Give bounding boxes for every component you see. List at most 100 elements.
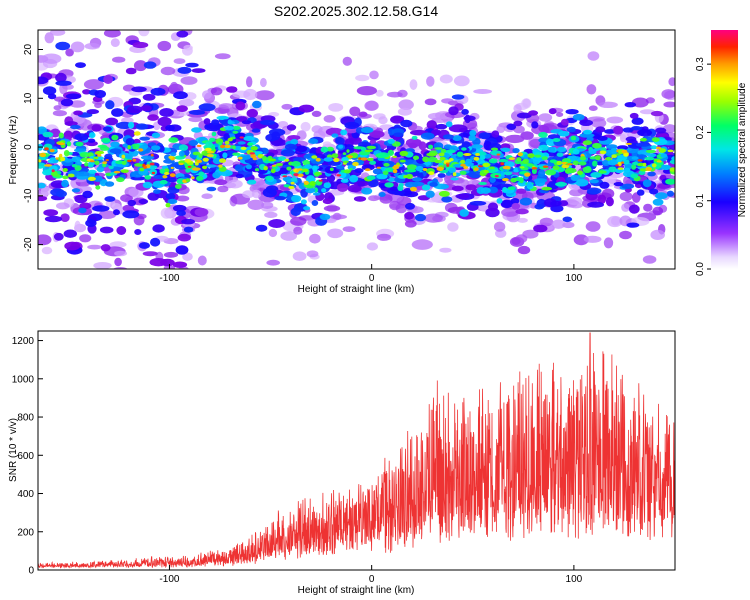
spectrogram-blob	[666, 190, 675, 197]
spectrogram-blob	[326, 146, 335, 152]
spectrogram-blob	[502, 187, 508, 192]
spectrogram-blob	[280, 149, 295, 157]
spectrogram-blob	[203, 118, 211, 125]
spectrogram-blob	[131, 86, 147, 93]
spectrogram-blob	[330, 214, 347, 220]
spectrogram-blob	[60, 213, 70, 222]
spectrogram-blob	[87, 176, 96, 181]
spectrogram-blob	[111, 134, 119, 141]
spectrogram-blob	[288, 185, 295, 190]
spectrogram-blob	[587, 201, 604, 208]
spectrogram-blob	[87, 169, 97, 174]
spectrogram-blob	[603, 237, 614, 249]
spectrogram-blob	[526, 163, 534, 167]
spectrogram-blob	[245, 164, 252, 170]
spectrogram-blob	[189, 110, 206, 115]
snr-frame	[37, 330, 676, 571]
spectrogram-blob	[260, 77, 267, 88]
spectrogram-blob	[83, 79, 104, 90]
spectrogram-blob	[56, 190, 67, 198]
spectrogram-blob	[489, 177, 496, 183]
spectrogram-blob	[490, 147, 499, 151]
spectrogram-blob	[311, 200, 319, 206]
spectrogram-blob	[93, 262, 112, 269]
spectrogram-blob	[320, 146, 329, 153]
snr-y-ticks: 0 200 400 600 800 1000 1200	[12, 336, 43, 577]
spectrogram-blob	[455, 193, 470, 199]
spectrogram-blob	[278, 167, 289, 175]
spectrogram-blob	[483, 169, 489, 174]
spectrogram-blob	[309, 233, 321, 244]
spectrogram-blob	[458, 132, 469, 138]
spectrogram-blob	[127, 270, 138, 279]
colorbar-ticks: 0.0 0.1 0.2 0.3	[695, 57, 711, 276]
spectrogram-blob	[426, 120, 437, 130]
spectrogram-blob	[406, 173, 413, 179]
spectrogram-blob	[135, 123, 149, 130]
spectrogram-blob	[110, 38, 120, 47]
spectrogram-blob	[140, 105, 152, 112]
spectrogram-blob	[250, 153, 257, 159]
spectrogram-blob	[623, 152, 629, 157]
spectrogram-blob	[469, 130, 477, 137]
spectrogram-blob	[328, 103, 344, 112]
spectrogram-blob	[290, 138, 299, 145]
spectrogram-blob	[437, 173, 446, 178]
spectrogram-blob	[631, 117, 644, 125]
spectrogram-blob	[142, 93, 156, 101]
spectrogram-blob	[439, 247, 452, 253]
spectrogram-blob	[290, 177, 298, 182]
spectrogram-blob	[282, 175, 288, 178]
spectrogram-blob	[412, 177, 423, 182]
spectrogram-blob	[460, 159, 466, 164]
spectrogram-blobs	[32, 30, 675, 305]
spectrogram-blob	[293, 226, 303, 235]
spectrogram-blob	[448, 106, 459, 116]
spectrogram-blob	[148, 299, 160, 305]
spectrogram-blob	[333, 157, 340, 163]
spectrogram-blob	[594, 155, 601, 161]
spectrogram-blob	[411, 135, 418, 140]
spectrogram-blob	[247, 199, 265, 210]
spectrogram-blob	[116, 226, 127, 235]
figure-title: S202.2025.302.12.58.G14	[274, 3, 438, 19]
spectrogram-blob	[507, 186, 516, 191]
spectrogram-blob	[655, 146, 662, 150]
spectrogram-blob	[559, 167, 566, 172]
spectrogram-blob	[32, 288, 51, 293]
spectrogram-blob	[442, 134, 454, 140]
spectrogram-blob	[606, 144, 618, 150]
snr-x-ticks: -100 0 100	[159, 565, 583, 585]
spectrogram-blob	[175, 195, 190, 202]
spectrogram-blob	[579, 156, 587, 161]
spectrogram-blob	[312, 165, 318, 172]
spectrogram-blob	[63, 229, 77, 238]
spectrogram-blob	[127, 145, 131, 150]
spectrogram-blob	[127, 105, 143, 114]
spectrogram-blob	[138, 198, 149, 205]
spectrogram-blob	[263, 166, 268, 171]
spectrogram-blob	[573, 234, 589, 246]
spectrogram-blob	[159, 108, 174, 117]
spectrogram-y-tick-label: 20	[23, 44, 34, 56]
spectrogram-blob	[344, 121, 360, 129]
spectrogram-blob	[103, 30, 121, 38]
spectrogram-blob	[446, 164, 450, 167]
spectrogram-blob	[578, 161, 587, 166]
spectrogram-blob	[102, 161, 108, 165]
spectrogram-blob	[113, 170, 121, 174]
spectrogram-blob	[52, 159, 59, 164]
spectrogram-blob	[322, 141, 332, 147]
spectrogram-blob	[668, 77, 675, 87]
spectrogram-blob	[61, 179, 69, 188]
spectrogram-blob	[531, 156, 541, 165]
spectrogram-blob	[451, 94, 465, 100]
spectrogram-blob	[206, 154, 214, 158]
spectrogram-blob	[513, 104, 522, 113]
spectrogram-blob	[202, 165, 208, 170]
spectrogram-blob	[291, 161, 301, 167]
spectrogram-blob	[409, 79, 418, 90]
spectrogram-blob	[120, 194, 133, 203]
spectrogram-blob	[656, 160, 662, 163]
spectrogram-blob	[94, 90, 106, 98]
